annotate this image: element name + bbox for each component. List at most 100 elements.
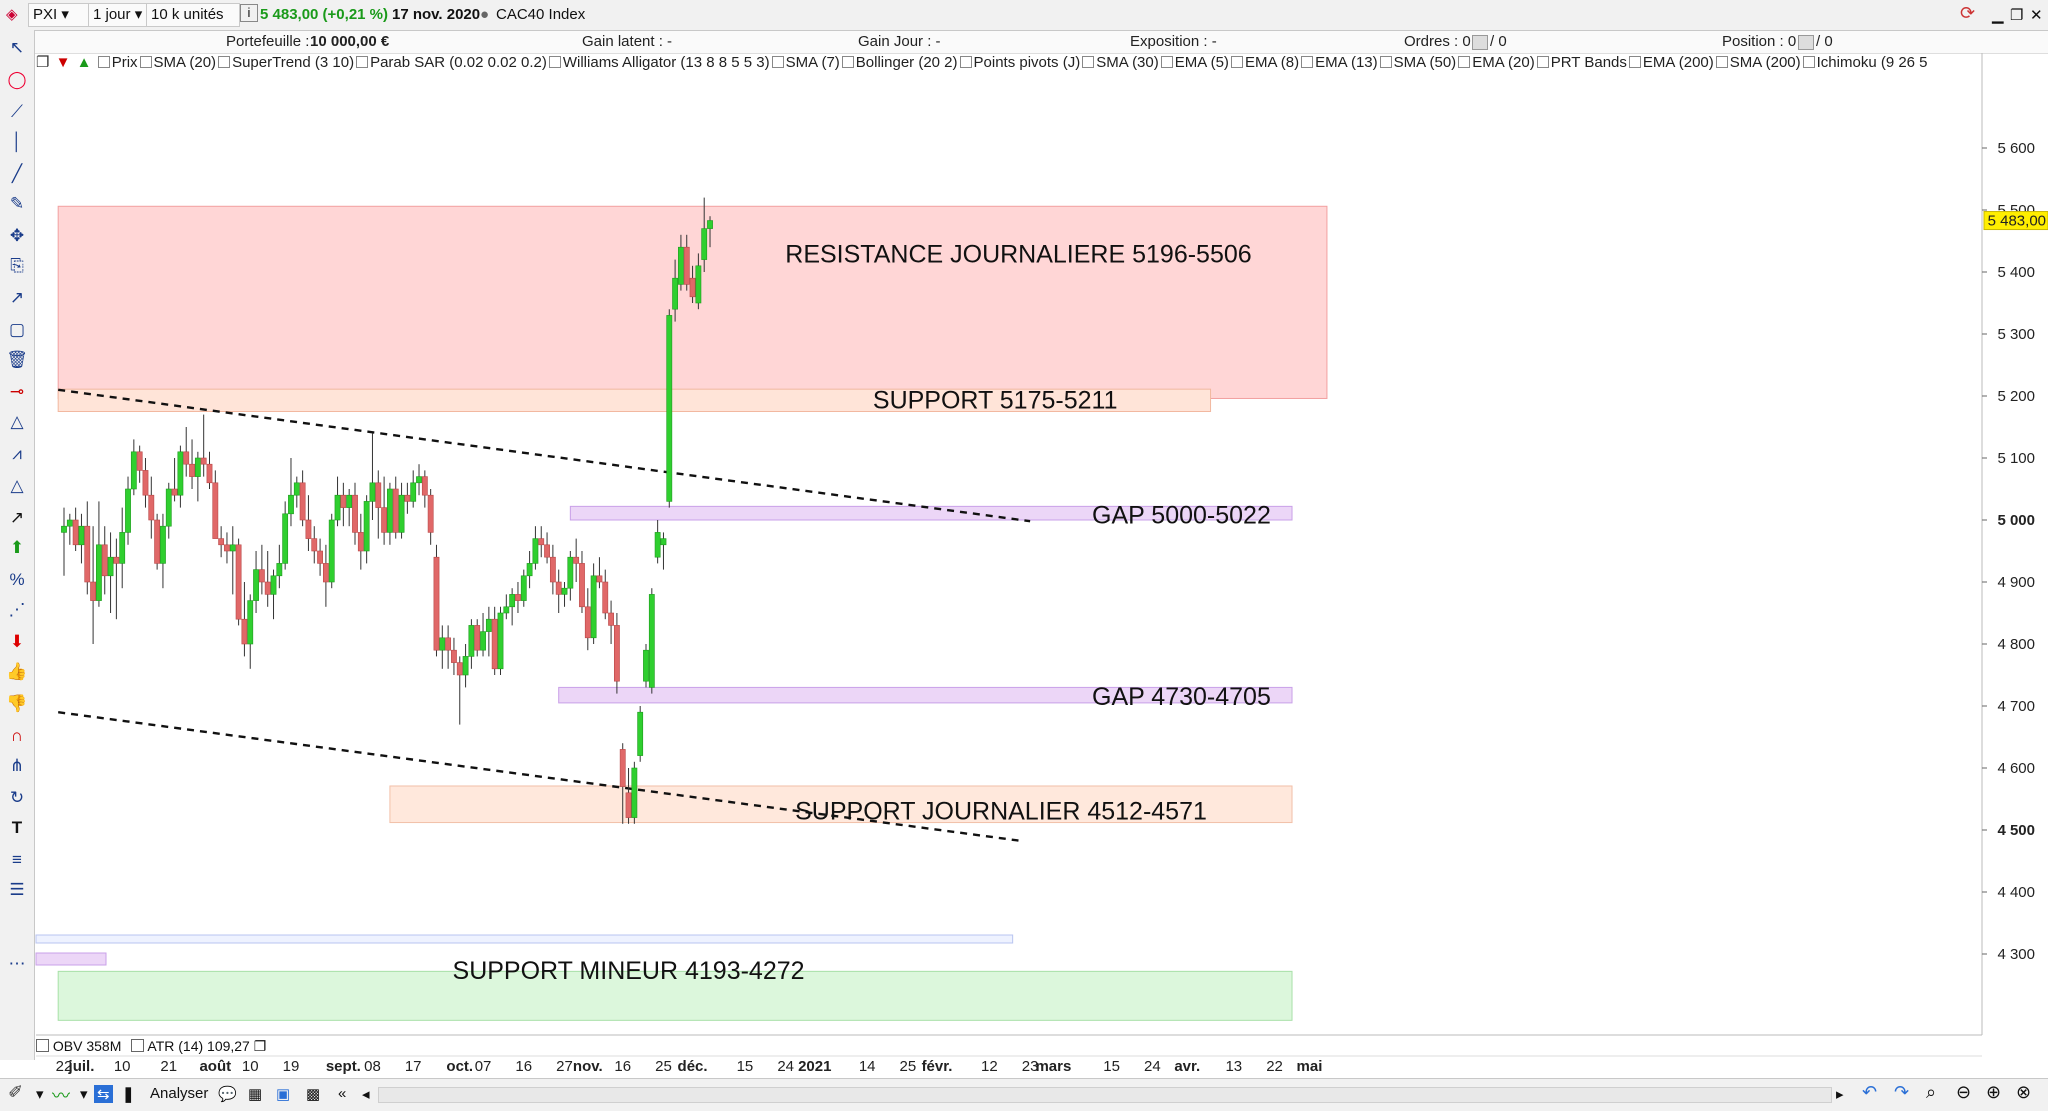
candle-body[interactable] bbox=[194, 457, 201, 477]
candle-body[interactable] bbox=[293, 482, 300, 496]
indicator-toggle[interactable]: Parab SAR (0.02 0.02 0.2) bbox=[356, 54, 547, 71]
candle-body[interactable] bbox=[462, 656, 469, 676]
cursor-icon[interactable]: ↖ bbox=[9, 38, 25, 57]
indicator-checkbox[interactable] bbox=[1458, 56, 1471, 68]
candle-body[interactable] bbox=[561, 587, 568, 595]
candle-body[interactable] bbox=[503, 606, 510, 614]
candle-body[interactable] bbox=[532, 538, 539, 564]
position-icon[interactable] bbox=[1798, 35, 1814, 50]
candle-body[interactable] bbox=[392, 488, 399, 533]
cycle-icon[interactable]: ↻ bbox=[9, 788, 25, 807]
indicator-checkbox[interactable] bbox=[97, 56, 110, 68]
arrow-draw-icon[interactable]: ↗ bbox=[9, 508, 25, 527]
candle-body[interactable] bbox=[72, 519, 79, 546]
candle-body[interactable] bbox=[276, 563, 283, 577]
fibonacci-icon[interactable]: △ bbox=[10, 412, 24, 431]
candle-body[interactable] bbox=[84, 525, 91, 583]
candle-body[interactable] bbox=[322, 563, 329, 583]
candle-body[interactable] bbox=[456, 662, 463, 676]
indicator-checkbox[interactable] bbox=[841, 56, 854, 68]
candle-body[interactable] bbox=[421, 476, 428, 496]
candle-body[interactable] bbox=[247, 600, 254, 645]
candle-body[interactable] bbox=[189, 463, 195, 477]
indicator-toggle[interactable]: PRT Bands bbox=[1536, 54, 1627, 71]
candle-body[interactable] bbox=[264, 581, 271, 595]
buy-arrow-icon[interactable]: ▲ bbox=[76, 54, 92, 71]
redo-icon[interactable]: ↷ bbox=[1894, 1082, 1910, 1102]
candle-body[interactable] bbox=[689, 277, 696, 298]
candle-body[interactable] bbox=[485, 618, 492, 632]
indicator-toggle[interactable]: EMA (200) bbox=[1628, 54, 1714, 71]
candle-body[interactable] bbox=[183, 451, 190, 465]
candle-body[interactable] bbox=[90, 581, 96, 601]
candle-body[interactable] bbox=[253, 569, 259, 601]
candle-body[interactable] bbox=[515, 594, 521, 601]
candle-body[interactable] bbox=[549, 556, 556, 583]
indicator-checkbox[interactable] bbox=[139, 56, 152, 68]
indicator-toggle[interactable]: EMA (8) bbox=[1230, 54, 1299, 71]
dashboard-icon[interactable]: ▩ bbox=[306, 1086, 321, 1103]
candle-body[interactable] bbox=[491, 618, 498, 670]
vertical-line-icon[interactable]: │ bbox=[11, 132, 23, 151]
indicator-checkbox[interactable] bbox=[218, 56, 231, 68]
info-icon[interactable]: i bbox=[240, 4, 258, 22]
candle-body[interactable] bbox=[387, 488, 393, 533]
candle-body[interactable] bbox=[352, 494, 358, 533]
indicator-checkbox[interactable] bbox=[1230, 56, 1243, 68]
indicator-toggle[interactable]: SMA (200) bbox=[1715, 54, 1801, 71]
indicator-checkbox[interactable] bbox=[548, 56, 561, 68]
indicator-icon[interactable]: 〰 bbox=[52, 1086, 70, 1106]
symbol-selector[interactable]: PXI ▾ bbox=[28, 3, 94, 27]
candle-body[interactable] bbox=[427, 494, 434, 533]
trash-icon[interactable]: 🗑 bbox=[6, 350, 28, 369]
scroll-right-icon[interactable]: ▸ bbox=[1836, 1086, 1844, 1103]
candle-body[interactable] bbox=[317, 550, 323, 564]
candle-body[interactable] bbox=[160, 525, 166, 564]
candle-body[interactable] bbox=[288, 494, 294, 515]
candle-body[interactable] bbox=[544, 544, 550, 558]
indicator-checkbox[interactable] bbox=[959, 56, 972, 68]
candle-body[interactable] bbox=[451, 649, 457, 663]
candle-body[interactable] bbox=[171, 488, 178, 496]
candle-body[interactable] bbox=[643, 649, 649, 682]
candle-body[interactable] bbox=[526, 563, 533, 577]
candle-body[interactable] bbox=[305, 519, 312, 539]
candle-body[interactable] bbox=[683, 246, 690, 285]
candle-body[interactable] bbox=[299, 482, 306, 521]
candle-body[interactable] bbox=[148, 494, 155, 521]
candle-body[interactable] bbox=[613, 625, 620, 682]
indicator-checkbox[interactable] bbox=[1160, 56, 1173, 68]
window-icon[interactable]: ❐ bbox=[253, 1038, 267, 1054]
candle-body[interactable] bbox=[602, 581, 609, 614]
chevron-down-icon[interactable]: ▾ bbox=[80, 1086, 88, 1103]
orders-icon[interactable] bbox=[1472, 35, 1488, 50]
candle-body[interactable] bbox=[357, 532, 364, 552]
candle-body[interactable] bbox=[101, 544, 108, 577]
candle-body[interactable] bbox=[142, 470, 149, 496]
indicator-toggle[interactable]: EMA (20) bbox=[1458, 54, 1535, 71]
sell-arrow-icon[interactable]: ▼ bbox=[55, 54, 71, 71]
candle-body[interactable] bbox=[625, 792, 632, 818]
thumbs-up-icon[interactable]: 👍 bbox=[6, 662, 28, 681]
candle-body[interactable] bbox=[130, 451, 137, 490]
candle-body[interactable] bbox=[573, 556, 580, 564]
ray-icon[interactable]: ↗ bbox=[9, 288, 25, 307]
calendar-icon[interactable]: ▦ bbox=[248, 1086, 263, 1103]
candle-body[interactable] bbox=[369, 482, 376, 502]
candle-body[interactable] bbox=[235, 544, 242, 620]
indicator-toggle[interactable]: EMA (13) bbox=[1301, 54, 1378, 71]
candle-body[interactable] bbox=[218, 538, 225, 546]
candle-body[interactable] bbox=[119, 532, 126, 564]
window-icon[interactable]: ❐ bbox=[36, 54, 50, 71]
candle-body[interactable] bbox=[439, 637, 446, 651]
candle-body[interactable] bbox=[584, 606, 591, 639]
candle-body[interactable] bbox=[229, 544, 236, 552]
candle-body[interactable] bbox=[596, 575, 603, 583]
fib-extension-icon[interactable]: ☰ bbox=[9, 880, 25, 899]
candle-body[interactable] bbox=[567, 556, 574, 589]
indicator-toggle[interactable]: EMA (5) bbox=[1160, 54, 1229, 71]
candle-body[interactable] bbox=[410, 482, 417, 502]
candle-body[interactable] bbox=[497, 612, 504, 670]
indicator-checkbox[interactable] bbox=[1082, 56, 1095, 68]
